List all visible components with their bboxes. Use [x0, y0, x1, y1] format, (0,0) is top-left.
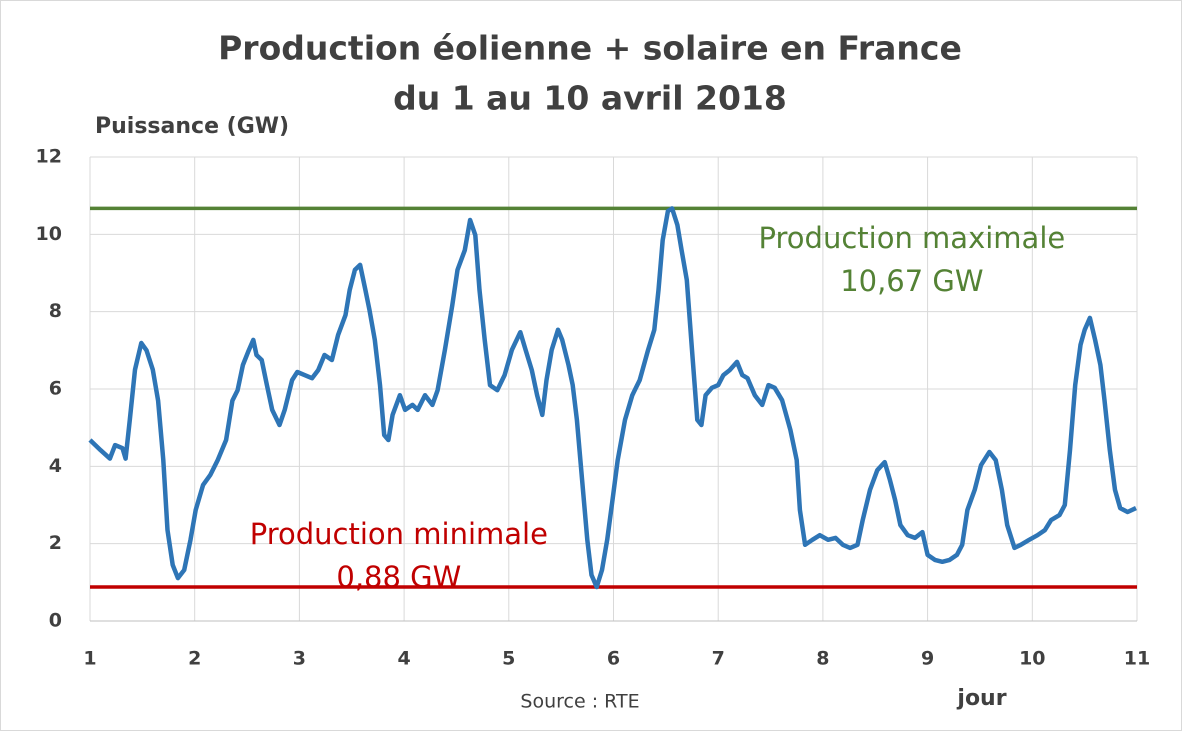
- x-tick-label: 1: [83, 648, 96, 670]
- x-tick-label: 10: [1019, 648, 1045, 670]
- x-tick-label: 7: [712, 648, 725, 670]
- y-tick-label: 6: [49, 378, 62, 400]
- x-tick-label: 8: [816, 648, 829, 670]
- reference-label: Production maximale: [759, 221, 1066, 255]
- source: Source : RTE: [520, 691, 639, 713]
- x-tick-label: 4: [397, 648, 410, 670]
- y-axis-label: Puissance (GW): [95, 114, 289, 139]
- chart-title: Production éolienne + solaire en France: [218, 29, 962, 68]
- x-tick-label: 3: [293, 648, 306, 670]
- series-line: [88, 206, 1137, 590]
- x-tick-label: 11: [1124, 648, 1150, 670]
- reference-label: 0,88 GW: [336, 560, 461, 594]
- chart-title: du 1 au 10 avril 2018: [393, 79, 787, 118]
- x-tick-label: 2: [188, 648, 201, 670]
- y-tick-label: 2: [49, 532, 62, 554]
- x-axis-label: jour: [956, 686, 1006, 711]
- x-tick-label: 9: [921, 648, 934, 670]
- y-tick-label: 4: [49, 455, 62, 477]
- reference-label: 10,67 GW: [840, 264, 983, 298]
- x-tick-label: 5: [502, 648, 515, 670]
- y-tick-label: 8: [49, 300, 62, 322]
- y-tick-label: 0: [49, 610, 62, 632]
- x-tick-label: 6: [607, 648, 620, 670]
- y-tick-label: 12: [36, 146, 62, 168]
- reference-label: Production minimale: [250, 517, 548, 551]
- y-tick-label: 10: [36, 223, 62, 245]
